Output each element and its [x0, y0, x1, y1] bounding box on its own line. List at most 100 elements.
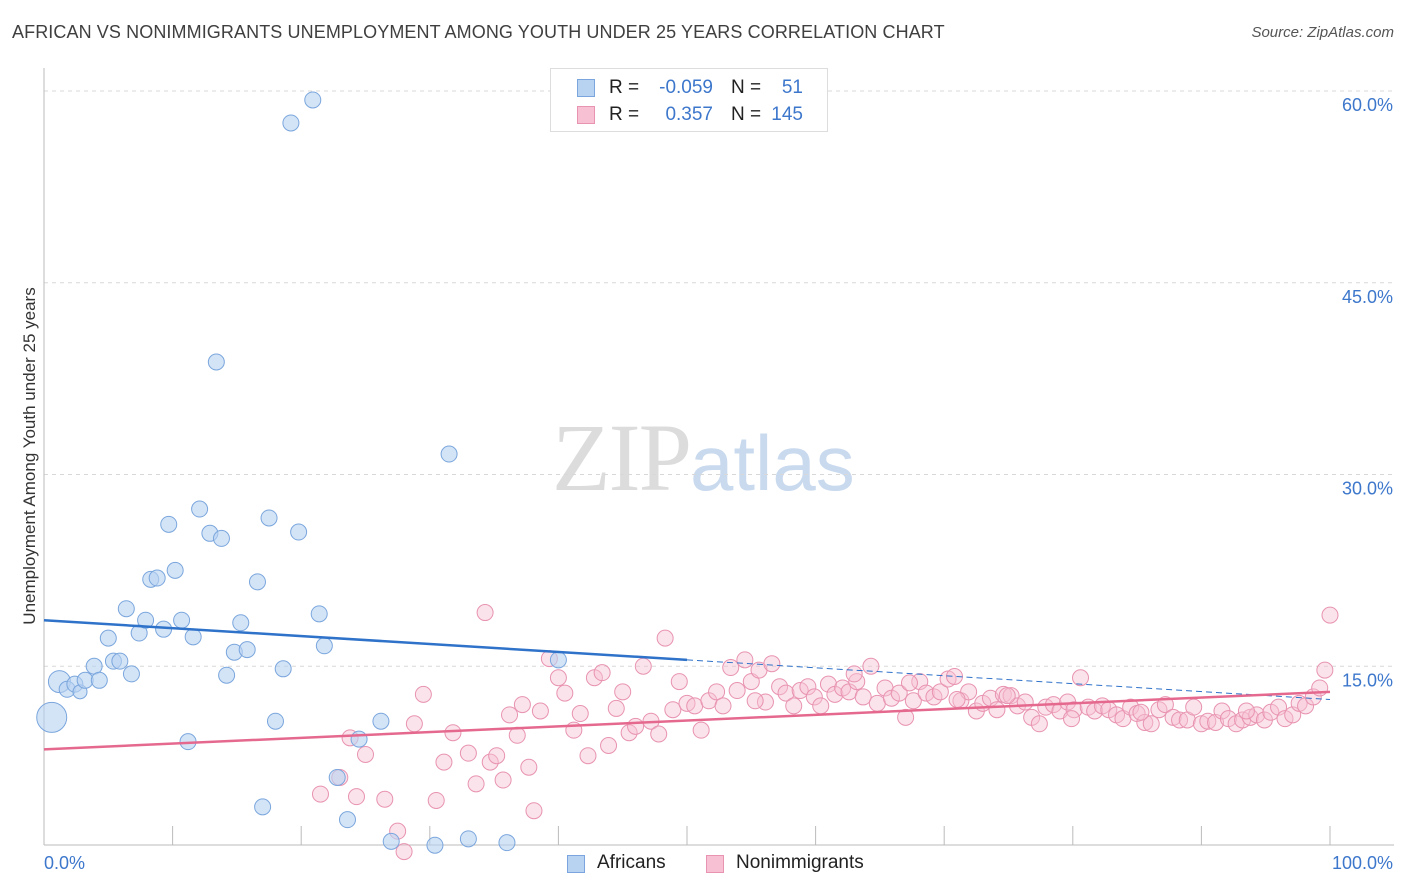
- bottom-legend-swatch-africans: [567, 855, 585, 873]
- point-africans: [184, 628, 202, 646]
- source-label: Source: ZipAtlas.com: [1251, 24, 1394, 41]
- point-africans: [310, 605, 328, 623]
- point-nonimmigrants: [931, 683, 949, 701]
- point-nonimmigrants: [1276, 710, 1294, 728]
- point-nonimmigrants: [513, 696, 531, 714]
- point-nonimmigrants: [988, 701, 1006, 719]
- point-nonimmigrants: [627, 717, 645, 735]
- point-nonimmigrants: [1136, 713, 1154, 731]
- point-nonimmigrants: [414, 685, 432, 703]
- point-nonimmigrants: [686, 697, 704, 715]
- point-africans: [76, 671, 94, 689]
- point-nonimmigrants: [708, 683, 726, 701]
- point-africans: [274, 660, 292, 678]
- point-africans: [290, 523, 308, 541]
- point-africans: [350, 730, 368, 748]
- point-nonimmigrants: [607, 699, 625, 717]
- point-nonimmigrants: [357, 745, 374, 763]
- point-nonimmigrants: [1237, 702, 1255, 720]
- point-nonimmigrants: [736, 651, 754, 669]
- point-nonimmigrants: [777, 684, 795, 702]
- legend-n-value: 145: [771, 104, 803, 125]
- point-africans: [191, 500, 209, 518]
- point-nonimmigrants: [634, 657, 652, 675]
- point-nonimmigrants: [614, 683, 632, 701]
- bottom-legend-label-africans: Africans: [597, 852, 666, 873]
- watermark: ZIPatlas: [552, 402, 855, 513]
- point-nonimmigrants: [579, 747, 597, 765]
- point-nonimmigrants: [1002, 687, 1020, 705]
- point-nonimmigrants: [501, 706, 519, 724]
- point-nonimmigrants: [600, 737, 618, 755]
- point-africans: [232, 614, 250, 632]
- point-nonimmigrants: [1132, 703, 1150, 721]
- point-africans: [248, 573, 266, 591]
- point-nonimmigrants: [763, 655, 781, 673]
- point-africans: [117, 600, 135, 618]
- point-nonimmigrants: [476, 604, 494, 622]
- point-nonimmigrants: [620, 724, 638, 742]
- chart-title: AFRICAN VS NONIMMIGRANTS UNEMPLOYMENT AM…: [12, 22, 945, 42]
- point-africans: [315, 637, 333, 655]
- point-nonimmigrants: [670, 673, 688, 691]
- point-nonimmigrants: [1030, 715, 1048, 733]
- point-nonimmigrants: [854, 688, 872, 706]
- point-nonimmigrants: [405, 715, 423, 733]
- point-nonimmigrants: [900, 674, 918, 692]
- point-nonimmigrants: [805, 688, 823, 706]
- point-nonimmigrants: [376, 790, 394, 808]
- point-nonimmigrants: [525, 802, 543, 820]
- point-nonimmigrants: [746, 692, 764, 710]
- point-africans: [99, 629, 117, 647]
- point-africans: [173, 611, 191, 629]
- point-nonimmigrants: [459, 744, 477, 762]
- correlation-legend: R = -0.059 N = 51 R = 0.357 N = 145: [550, 68, 828, 132]
- point-nonimmigrants: [1321, 606, 1339, 624]
- legend-swatch-nonimmigrants: [577, 106, 595, 124]
- watermark-atlas: atlas: [690, 419, 855, 507]
- point-nonimmigrants: [556, 684, 574, 702]
- point-nonimmigrants: [917, 684, 935, 702]
- point-africans: [122, 665, 140, 683]
- legend-r-value: -0.059: [659, 77, 713, 98]
- bottom-legend-label-nonimmigrants: Nonimmigrants: [736, 852, 864, 873]
- point-nonimmigrants: [494, 771, 512, 789]
- point-nonimmigrants: [948, 690, 966, 708]
- point-nonimmigrants: [481, 753, 499, 771]
- point-nonimmigrants: [1072, 669, 1090, 687]
- point-africans: [148, 569, 166, 587]
- y-tick-label: 30.0%: [1342, 479, 1393, 499]
- point-africans: [304, 91, 322, 109]
- point-nonimmigrants: [862, 657, 880, 675]
- point-africans: [549, 651, 567, 669]
- point-nonimmigrants: [998, 687, 1016, 705]
- x-tick-label: 0.0%: [44, 853, 85, 873]
- legend-swatch-africans: [577, 79, 595, 97]
- point-africans: [498, 834, 516, 852]
- y-tick-label: 45.0%: [1342, 287, 1393, 307]
- point-nonimmigrants: [1016, 693, 1034, 711]
- point-africans: [238, 641, 256, 659]
- point-nonimmigrants: [664, 701, 682, 719]
- point-nonimmigrants: [812, 697, 830, 715]
- y-tick-label: 60.0%: [1342, 95, 1393, 115]
- point-africans: [440, 445, 458, 463]
- point-nonimmigrants: [593, 664, 611, 682]
- legend-n-value: 51: [781, 77, 803, 98]
- point-nonimmigrants: [395, 843, 413, 861]
- x-tick-label: 100.0%: [1332, 853, 1393, 873]
- point-nonimmigrants: [714, 697, 732, 715]
- point-africans: [137, 611, 155, 629]
- point-nonimmigrants: [890, 684, 908, 702]
- legend-n-label: N =: [731, 77, 762, 98]
- bottom-legend-swatch-nonimmigrants: [706, 855, 724, 873]
- point-nonimmigrants: [488, 747, 506, 765]
- point-africans: [282, 114, 300, 132]
- point-africans: [218, 666, 236, 684]
- point-africans: [338, 811, 356, 829]
- point-nonimmigrants: [549, 669, 567, 687]
- point-nonimmigrants: [785, 697, 803, 715]
- point-nonimmigrants: [897, 708, 915, 726]
- point-nonimmigrants: [868, 694, 886, 712]
- point-nonimmigrants: [728, 682, 746, 700]
